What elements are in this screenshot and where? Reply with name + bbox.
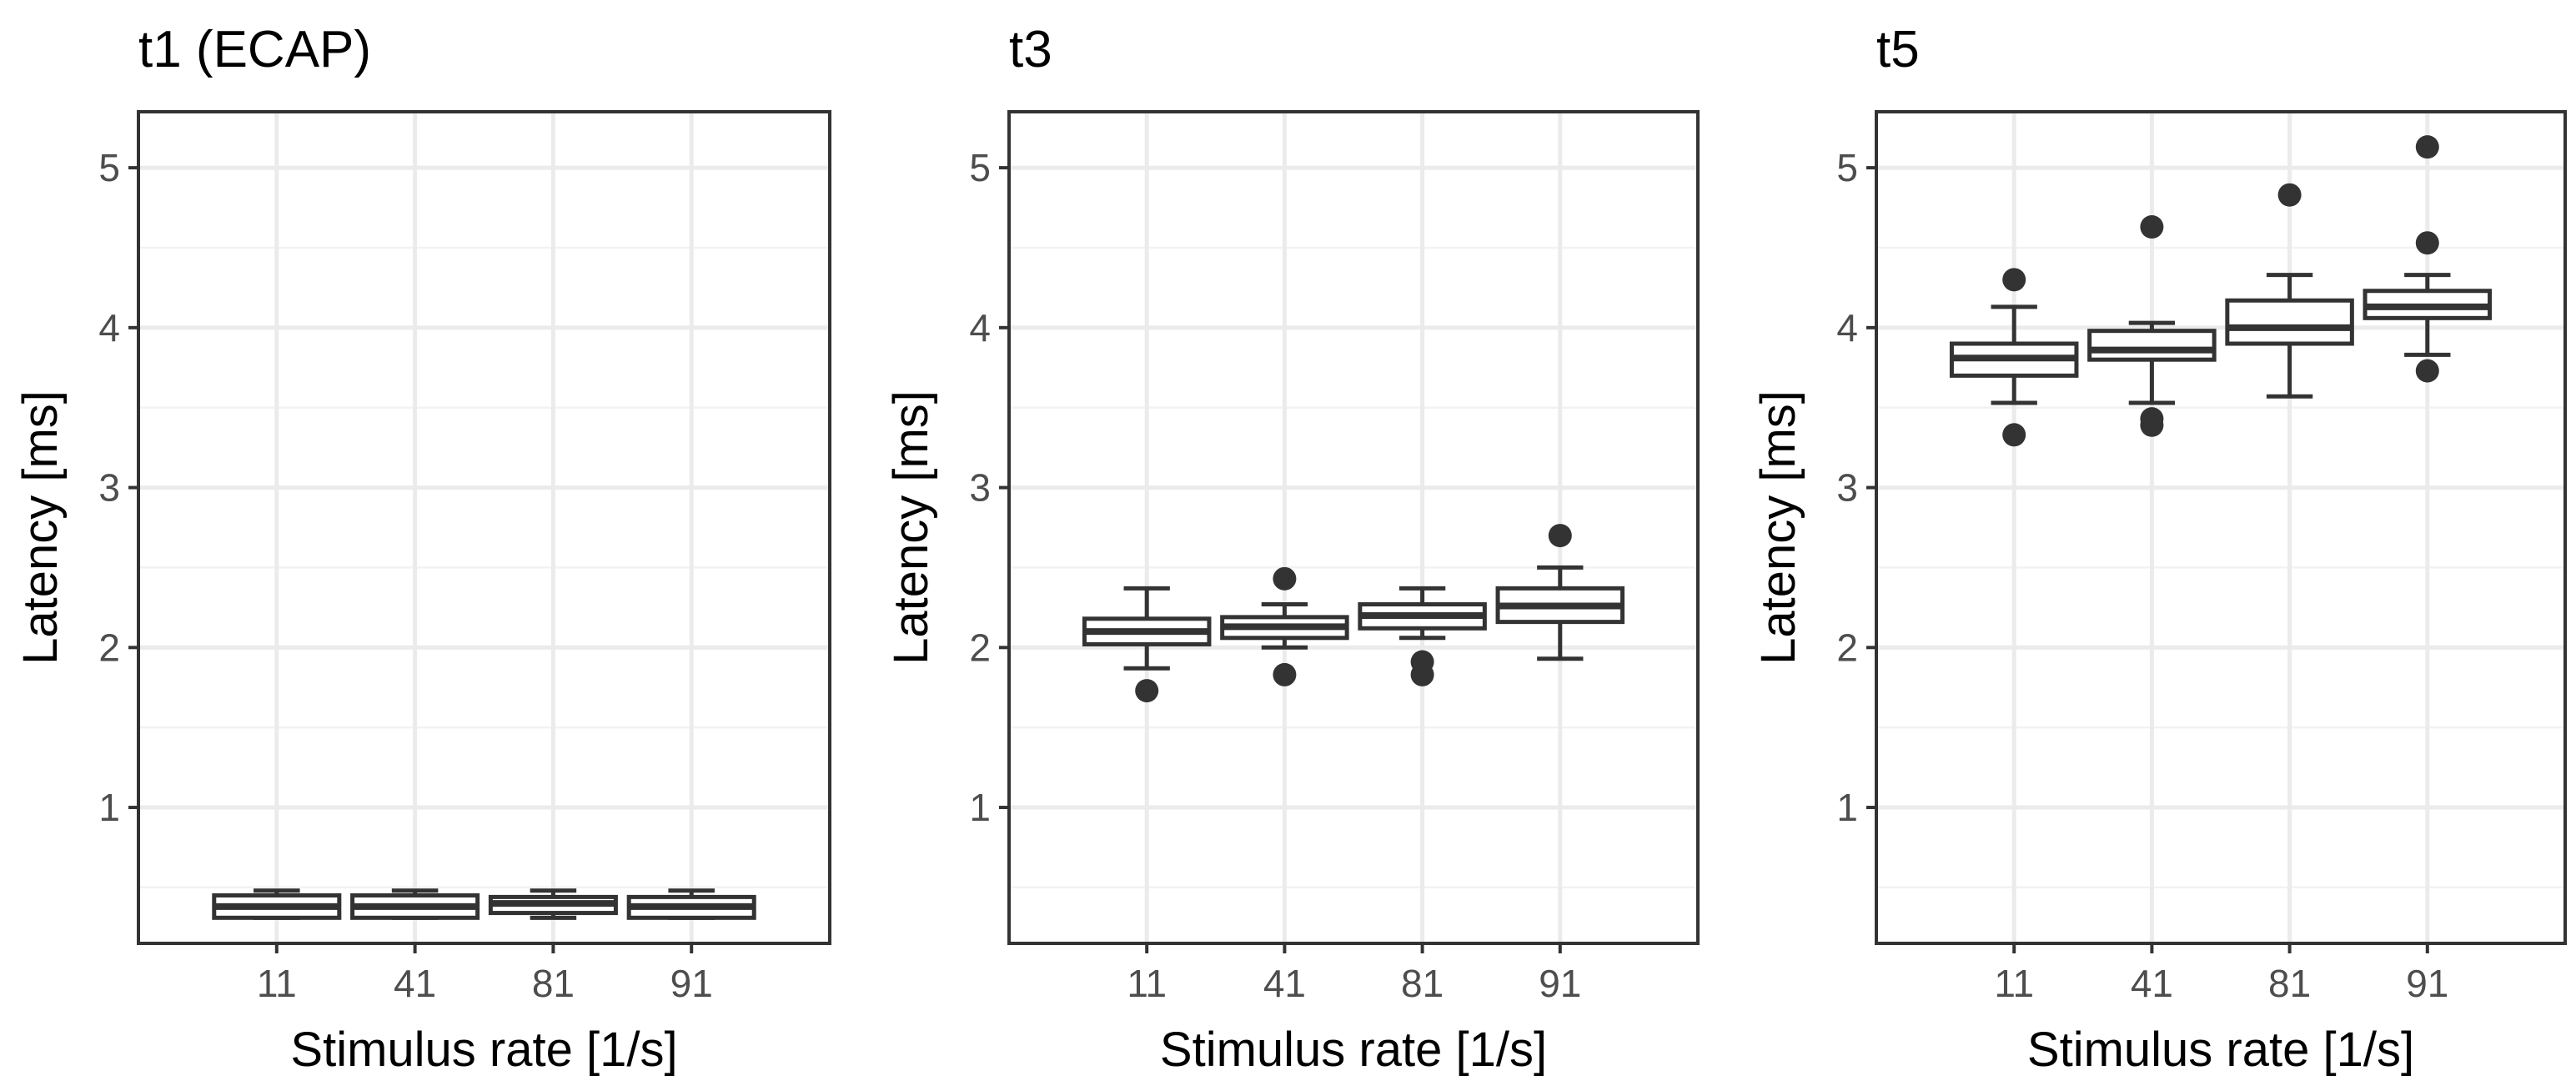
box-91: [626, 888, 756, 920]
panel-title: t1 (ECAP): [138, 21, 371, 78]
x-tick-label: 81: [532, 962, 575, 1005]
x-tick-label: 11: [1127, 962, 1167, 1005]
y-tick-label: 1: [969, 786, 991, 829]
box-11: [1082, 586, 1212, 703]
box-81: [2225, 183, 2354, 399]
y-axis-title: Latency [ms]: [13, 390, 68, 665]
x-tick-label: 41: [2131, 962, 2173, 1005]
box-11: [212, 888, 342, 920]
x-tick-label: 91: [2406, 962, 2448, 1005]
panel-background: [138, 112, 830, 943]
y-tick-label: 2: [1836, 626, 1858, 669]
x-axis-title: Stimulus rate [1/s]: [1160, 1023, 1547, 1077]
outlier-point: [2415, 135, 2439, 159]
outlier-point: [1135, 679, 1159, 703]
box-81: [488, 888, 618, 920]
y-axis-title: Latency [ms]: [1751, 390, 1805, 665]
y-tick-label: 3: [98, 466, 120, 510]
x-tick-label: 91: [1539, 962, 1581, 1005]
box-body: [2225, 298, 2354, 346]
panel-background: [1876, 112, 2565, 943]
y-tick-label: 5: [98, 146, 120, 189]
y-tick-label: 3: [969, 466, 991, 510]
x-axis-title: Stimulus rate [1/s]: [2027, 1023, 2414, 1077]
y-axis-title: Latency [ms]: [884, 390, 938, 665]
outlier-point: [1273, 566, 1297, 591]
panel-border: [1875, 110, 2567, 945]
panel-border: [1007, 110, 1700, 945]
panel-title: t3: [1009, 21, 1052, 78]
x-tick-label: 11: [257, 962, 297, 1005]
panel-background: [1009, 112, 1698, 943]
x-tick-label: 11: [1994, 962, 2034, 1005]
outlier-point: [2002, 423, 2026, 447]
x-tick-label: 41: [394, 962, 436, 1005]
box-91: [1495, 524, 1625, 661]
box-91: [2363, 135, 2493, 383]
box-11: [1949, 268, 2079, 447]
x-axis-title: Stimulus rate [1/s]: [290, 1023, 677, 1077]
x-tick-label: 91: [670, 962, 713, 1005]
box-41: [1220, 566, 1349, 686]
outlier-point: [1410, 662, 1434, 686]
panel-2: 1 2 3 4 5 11 41 81 91 t3 Stimulus rate [1/s] Latenc…: [884, 21, 1700, 1077]
outlier-point: [2415, 359, 2439, 383]
y-tick-label: 4: [98, 306, 120, 349]
y-tick-label: 1: [98, 786, 120, 829]
panel-title: t5: [1876, 21, 1920, 78]
outlier-point: [2277, 183, 2302, 207]
box-81: [1358, 586, 1487, 686]
y-tick-label: 2: [98, 626, 120, 669]
x-tick-label: 81: [2268, 962, 2311, 1005]
box-41: [2087, 215, 2217, 437]
x-tick-label: 41: [1263, 962, 1306, 1005]
panel-3: 1 2 3 4 5 11 41 81 91 t5 Stimulus rate [1/s] Latenc…: [1751, 21, 2567, 1077]
outlier-point: [2002, 268, 2026, 292]
box-41: [350, 888, 480, 920]
box-body: [2087, 329, 2217, 362]
y-tick-label: 5: [1836, 146, 1858, 189]
y-tick-label: 4: [1836, 306, 1858, 349]
panel-border: [137, 110, 831, 945]
outlier-point: [2140, 215, 2164, 239]
outlier-point: [1273, 662, 1297, 686]
panel-1: 1 2 3 4 5 11 41 81 91 t1 (ECAP) Stimulus rate [1/s…: [13, 21, 831, 1077]
y-tick-label: 2: [969, 626, 991, 669]
y-tick-label: 1: [1836, 786, 1858, 829]
y-tick-label: 3: [1836, 466, 1858, 510]
outlier-point: [2415, 231, 2439, 255]
y-tick-label: 4: [969, 306, 991, 349]
y-tick-label: 5: [969, 146, 991, 189]
outlier-point: [1548, 524, 1572, 548]
outlier-point: [2140, 413, 2164, 437]
x-tick-label: 81: [1401, 962, 1444, 1005]
